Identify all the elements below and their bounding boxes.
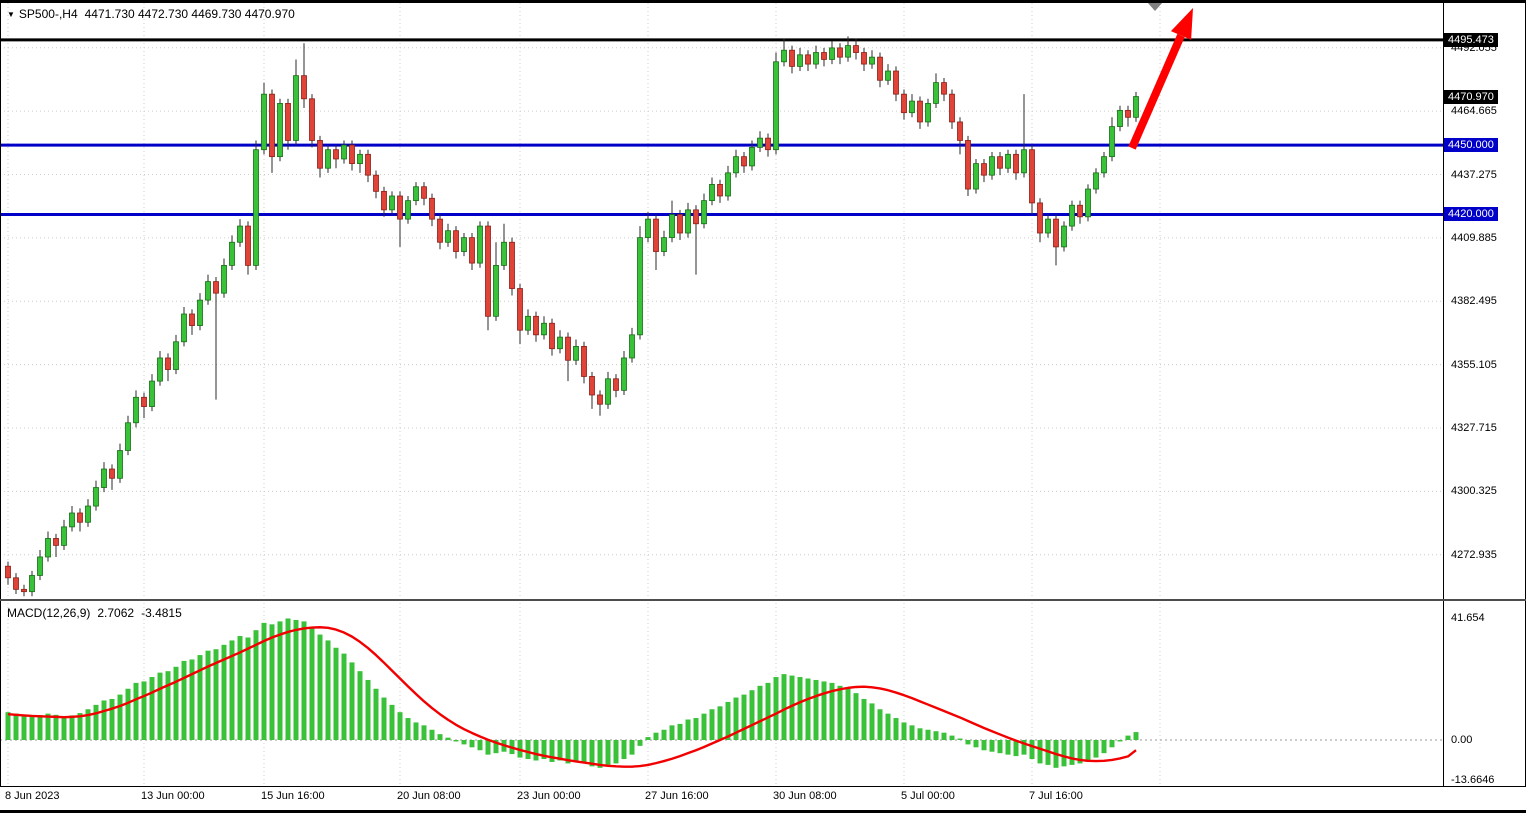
- price-axis-label: 4272.935: [1451, 548, 1497, 561]
- horizontal-level-lines[interactable]: [0, 38, 1443, 216]
- price-axis-label: 4382.495: [1451, 295, 1497, 308]
- price-level-label: 4420.000: [1444, 207, 1498, 222]
- time-axis-label: 5 Jul 00:00: [901, 790, 955, 802]
- price-axis[interactable]: 4492.055 4464.665 4437.275 4409.885 4382.495…: [1444, 0, 1526, 786]
- symbol-period-label: SP500-,H4: [18, 7, 78, 21]
- price-axis-label: 4355.105: [1451, 358, 1497, 371]
- macd-signal-value: -3.4815: [141, 606, 182, 620]
- price-level-label: 4495.473: [1444, 32, 1498, 47]
- price-axis-label: 4300.325: [1451, 485, 1497, 498]
- time-axis-label: 8 Jun 2023: [5, 790, 60, 802]
- time-axis-label: 30 Jun 08:00: [773, 790, 837, 802]
- ohlc-quote-label: 4471.730 4472.730 4469.730 4470.970: [84, 7, 295, 21]
- candlestick-series: [5, 36, 1139, 597]
- macd-histogram: [5, 618, 1139, 768]
- time-axis-label: 7 Jul 16:00: [1029, 790, 1083, 802]
- macd-indicator-label: MACD(12,26,9) 2.7062 -3.4815: [7, 606, 189, 620]
- macd-signal-line: [7, 626, 1137, 768]
- trend-arrow[interactable]: [1128, 8, 1193, 150]
- price-level-label: 4470.970: [1444, 89, 1498, 104]
- price-axis-label: 4327.715: [1451, 422, 1497, 435]
- chart-title: ▼ SP500-,H4 4471.730 4472.730 4469.730 447…: [7, 7, 295, 21]
- macd-axis-label: -13.6646: [1451, 774, 1495, 787]
- time-axis-label: 15 Jun 16:00: [261, 790, 325, 802]
- collapse-triangle-icon[interactable]: ▼: [7, 10, 15, 19]
- time-axis-label: 27 Jun 16:00: [645, 790, 709, 802]
- macd-axis-label: 41.654: [1451, 612, 1485, 625]
- time-axis-label: 20 Jun 08:00: [397, 790, 461, 802]
- price-axis-label: 4464.665: [1451, 105, 1497, 118]
- scroll-marker-icon[interactable]: [1147, 2, 1163, 11]
- macd-axis-label: 0.00: [1451, 734, 1473, 746]
- price-axis-label: 4409.885: [1451, 231, 1497, 244]
- macd-main-value: 2.7062: [97, 606, 135, 620]
- panel-resize-handle[interactable]: [0, 599, 1526, 601]
- price-level-label: 4450.000: [1444, 138, 1498, 153]
- price-axis-label: 4437.275: [1451, 168, 1497, 181]
- time-axis-label: 13 Jun 00:00: [141, 790, 205, 802]
- time-axis-label: 23 Jun 00:00: [517, 790, 581, 802]
- time-axis[interactable]: 8 Jun 2023 13 Jun 00:00 15 Jun 16:00 20 Jun…: [0, 787, 1526, 810]
- macd-name: MACD(12,26,9): [7, 606, 91, 620]
